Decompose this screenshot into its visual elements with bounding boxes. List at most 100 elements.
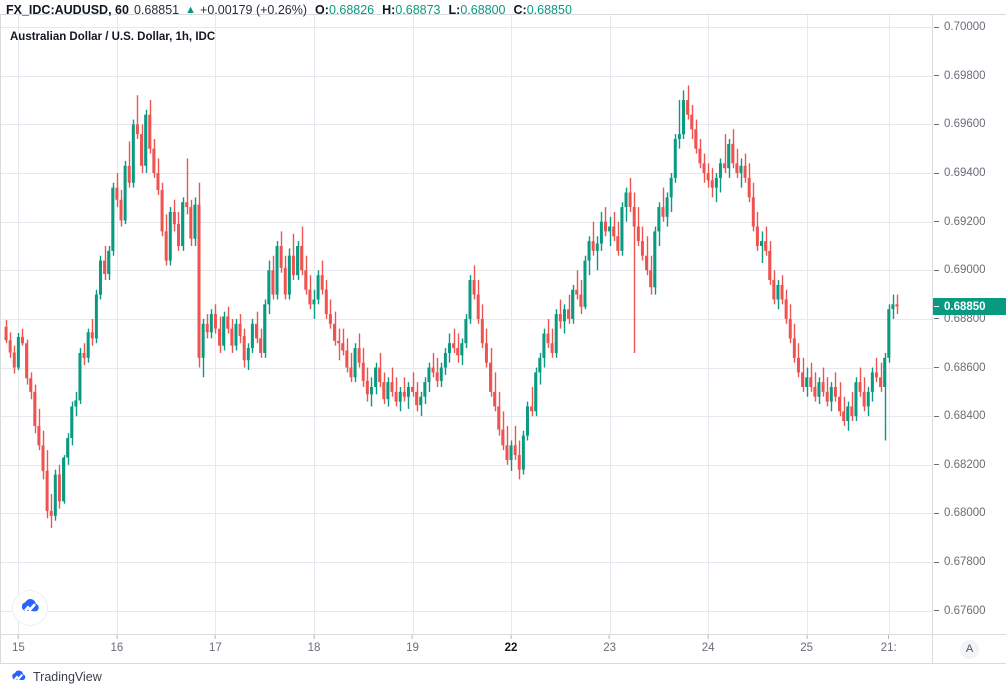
tick-mark-icon [412,635,414,639]
up-triangle-icon: ▲ [185,4,197,16]
time-axis-tick: 19 [406,635,419,654]
price-axis-tick-label: 0.69200 [944,215,986,228]
low-label: L: [448,3,461,17]
candlestick-series [1,15,932,634]
tick-dash-icon [934,75,939,77]
low-value: 0.68800 [460,3,506,17]
price-axis-tick-label: 0.68600 [944,361,986,374]
tick-dash-icon [934,172,939,174]
open-value: 0.68826 [328,3,375,17]
time-axis-tick-label: 15 [11,642,25,654]
axis-corner: A [932,634,1006,664]
tick-mark-icon [17,635,19,639]
price-axis-tick: 0.68000 [933,506,986,520]
tick-mark-icon [214,635,216,639]
time-axis-tick-label: 25 [800,642,814,654]
price-axis-tick: 0.69600 [933,117,986,131]
price-axis-tick-label: 0.67800 [944,556,986,569]
open-group: O:0.68826 [315,2,374,18]
tick-dash-icon [934,269,939,271]
time-axis-tick: 15 [12,635,25,654]
tick-dash-icon [934,367,939,369]
close-group: C:0.68850 [514,2,572,18]
price-axis-tick-label: 0.69400 [944,167,986,180]
auto-scale-button[interactable]: A [960,639,979,659]
tick-dash-icon [934,26,939,28]
tradingview-logo-icon [21,599,39,612]
tick-dash-icon [934,561,939,563]
tick-dash-icon [934,512,939,514]
price-axis-tick-label: 0.69600 [944,118,986,131]
price-axis[interactable]: 0.70000 0.69800 0.69600 0.69400 0.69200 0.690… [932,14,1006,634]
time-axis-tick-label: 18 [307,642,321,654]
price-axis-tick: 0.68200 [933,458,986,472]
tick-dash-icon [934,221,939,223]
price-axis-tick: 0.69800 [933,69,986,83]
price-axis-tick: 0.69000 [933,263,986,277]
low-group: L:0.68800 [449,2,506,18]
price-axis-tick: 0.69400 [933,166,986,180]
price-axis-tick-label: 0.68800 [944,312,986,325]
high-group: H:0.68873 [382,2,440,18]
price-axis-tick-label: 0.69800 [944,69,986,82]
time-axis-tick-label: 17 [209,642,222,654]
high-label: H: [382,3,396,17]
tick-dash-icon [934,415,939,417]
price-axis-tick: 0.68800 [933,312,986,326]
time-axis-tick: 18 [307,635,321,654]
time-axis-tick-label: 19 [406,642,419,654]
price-axis-tick-label: 0.69000 [944,264,986,277]
tick-dash-icon [934,464,939,466]
price-axis-tick: 0.67600 [933,604,986,618]
quote-legend: FX_IDC:AUDUSD, 60 0.68851 ▲ +0.00179 (+0… [6,2,572,18]
time-axis-tick-label: 22 [504,642,518,654]
tick-mark-icon [806,635,808,639]
tick-mark-icon [609,635,611,639]
price-axis-tick-label: 0.70000 [944,21,986,34]
brand-name[interactable]: TradingView [33,670,102,684]
last-price: 0.68851 [133,3,180,17]
high-value: 0.68873 [395,3,441,17]
price-axis-tick: 0.67800 [933,555,986,569]
time-axis-tick-label: 16 [110,642,124,654]
price-axis-tick: 0.68600 [933,361,986,375]
price-axis-tick-label: 0.68200 [944,458,986,471]
price-axis-tick-label: 0.68400 [944,410,986,423]
time-axis-tick: 21: [881,635,897,654]
time-axis-tick-label: 23 [603,642,616,654]
tick-mark-icon [888,635,890,639]
time-axis-tick: 23 [603,635,616,654]
time-axis-tick-label: 21: [880,642,897,654]
chart-title: Australian Dollar / U.S. Dollar, 1h, IDC [10,31,216,43]
tick-mark-icon [313,635,315,639]
time-axis-tick: 17 [209,635,222,654]
tick-dash-icon [934,123,939,125]
symbol-label[interactable]: FX_IDC:AUDUSD, 60 [6,3,129,17]
tick-dash-icon [934,318,939,320]
time-axis[interactable]: 15 16 17 18 19 22 23 24 25 21: [0,634,932,664]
badge-dash-icon [934,306,939,308]
close-label: C: [513,3,527,17]
tick-mark-icon [116,635,118,639]
footer-bar: TradingView [0,664,1006,690]
tick-mark-icon [707,635,709,639]
price-axis-tick: 0.68400 [933,409,986,423]
open-label: O: [315,3,329,17]
tick-dash-icon [934,610,939,612]
tradingview-watermark-logo [12,590,48,626]
price-axis-tick-label: 0.67600 [944,604,986,617]
price-axis-tick: 0.70000 [933,20,986,34]
current-price-badge-label: 0.68850 [944,300,986,313]
time-axis-tick: 22 [504,635,518,654]
time-axis-tick: 24 [702,635,715,654]
price-change: +0.00179 (+0.26%) [200,3,308,17]
tradingview-footer-logo-icon [12,670,26,680]
time-axis-tick-label: 24 [701,642,715,654]
current-price-badge: 0.68850 [933,298,1006,316]
close-value: 0.68850 [526,3,572,17]
price-axis-tick-label: 0.68000 [944,507,986,520]
time-axis-tick: 16 [110,635,124,654]
chart-plot-area[interactable] [0,14,932,634]
tick-mark-icon [510,635,512,639]
